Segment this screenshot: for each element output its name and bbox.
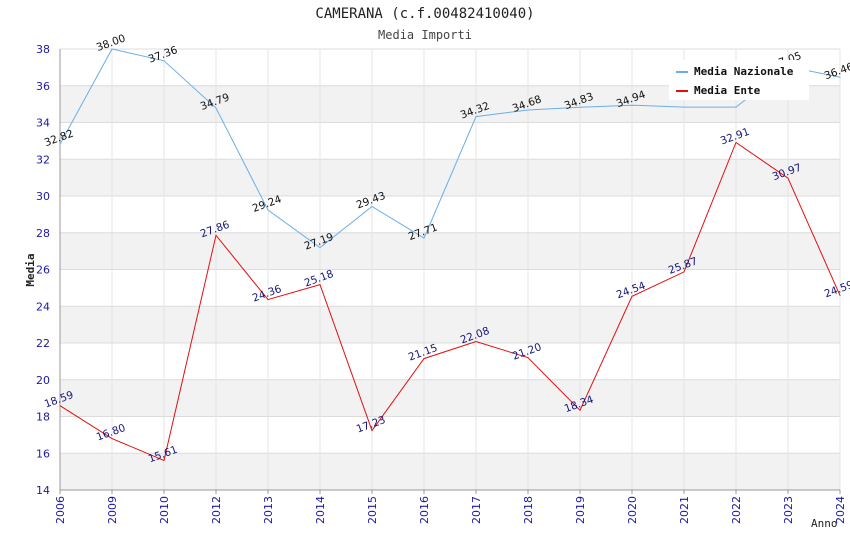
- grid-band: [60, 122, 840, 160]
- data-point-media-nazionale: [735, 106, 737, 108]
- data-point-media-ente: [111, 438, 113, 440]
- x-tick-label: 2009: [106, 496, 119, 524]
- chart-subtitle: Media Importi: [378, 28, 472, 42]
- y-tick-label: 16: [36, 447, 50, 460]
- data-point-media-ente: [215, 234, 217, 236]
- x-tick-label: 2014: [314, 496, 327, 524]
- grid-lines: [59, 48, 841, 491]
- x-tick-label: 2010: [158, 496, 171, 524]
- legend-label-media-nazionale: Media Nazionale: [694, 65, 794, 78]
- data-point-media-nazionale: [631, 104, 633, 106]
- data-point-media-ente: [527, 357, 529, 359]
- data-point-media-nazionale: [579, 106, 581, 108]
- data-point-media-ente: [683, 271, 685, 273]
- legend-label-media-ente: Media Ente: [694, 84, 761, 97]
- data-point-media-ente: [475, 341, 477, 343]
- data-point-media-nazionale: [423, 237, 425, 239]
- data-point-media-ente: [787, 177, 789, 179]
- data-point-media-ente: [423, 358, 425, 360]
- grid-band: [60, 306, 840, 343]
- y-tick-label: 30: [36, 190, 50, 203]
- y-tick-label: 20: [36, 374, 50, 387]
- data-point-media-nazionale: [267, 209, 269, 211]
- y-tick-label: 24: [36, 300, 50, 313]
- data-point-media-nazionale: [839, 76, 841, 78]
- data-point-media-nazionale: [527, 109, 529, 111]
- data-point-media-nazionale: [111, 48, 113, 50]
- data-point-media-nazionale: [475, 116, 477, 118]
- y-tick-label: 38: [36, 43, 50, 56]
- x-tick-label: 2017: [470, 496, 483, 524]
- grid-band: [60, 196, 840, 233]
- data-point-media-ente: [163, 459, 165, 461]
- data-point-media-ente: [735, 142, 737, 144]
- series-line-media-ente: [59, 141, 841, 462]
- grid-band: [60, 269, 840, 307]
- x-axis-label: Anno: [811, 517, 838, 530]
- x-tick-label: 2012: [210, 496, 223, 524]
- grid-band: [60, 343, 840, 380]
- x-tick-label: 2022: [730, 496, 743, 524]
- x-tick-label: 2013: [262, 496, 275, 524]
- y-tick-label: 22: [36, 337, 50, 350]
- y-tick-label: 32: [36, 153, 50, 166]
- data-point-media-ente: [267, 299, 269, 301]
- grid-band: [60, 453, 840, 490]
- x-tick-label: 2020: [626, 496, 639, 524]
- x-tick-label: 2015: [366, 496, 379, 524]
- data-point-media-ente: [59, 405, 61, 407]
- series-lines: [59, 48, 841, 462]
- chart-title: CAMERANA (c.f.00482410040): [315, 6, 534, 22]
- x-tick-label: 2018: [522, 496, 535, 524]
- grid-band: [60, 416, 840, 454]
- y-tick-label: 34: [36, 117, 50, 130]
- x-tick-label: 2024: [834, 496, 847, 524]
- data-point-media-ente: [371, 430, 373, 432]
- grid-band: [60, 379, 840, 417]
- x-tick-label: 2006: [54, 496, 67, 524]
- data-point-media-nazionale: [215, 107, 217, 109]
- y-tick-label: 26: [36, 264, 50, 277]
- axes: [59, 49, 840, 491]
- x-tick-label: 2016: [418, 496, 431, 524]
- data-point-media-ente: [319, 284, 321, 286]
- data-point-media-ente: [579, 409, 581, 411]
- legend-box: [669, 60, 809, 100]
- data-point-media-ente: [631, 295, 633, 297]
- y-axis-label: Media: [24, 253, 37, 286]
- y-ticks: 14 16 18 20 22 24 26 28 30 32 34 36 38: [36, 43, 50, 497]
- x-tick-label: 2019: [574, 496, 587, 524]
- y-tick-label: 36: [36, 80, 50, 93]
- legend: Media Nazionale Media Ente: [669, 60, 809, 100]
- data-point-media-nazionale: [59, 143, 61, 145]
- y-tick-label: 28: [36, 227, 50, 240]
- data-point-media-nazionale: [163, 60, 165, 62]
- y-tick-label: 14: [36, 484, 50, 497]
- x-tick-label: 2023: [782, 496, 795, 524]
- data-point-media-nazionale: [683, 106, 685, 108]
- grid-band: [60, 232, 840, 270]
- data-point-media-nazionale: [319, 247, 321, 249]
- series-line-media-nazionale: [59, 48, 841, 249]
- grid-bands: [60, 49, 840, 490]
- data-point-media-ente: [839, 294, 841, 296]
- data-point-media-nazionale: [371, 205, 373, 207]
- y-tick-label: 18: [36, 411, 50, 424]
- x-tick-label: 2021: [678, 496, 691, 524]
- x-ticks: 2006 2009 2010 2012 2013 2014 2015 2016 2017 2018…: [54, 490, 847, 524]
